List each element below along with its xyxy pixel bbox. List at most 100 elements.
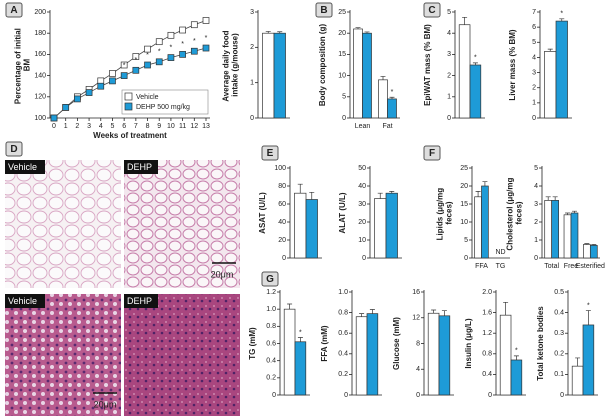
- y-tick-label: 0: [532, 115, 536, 122]
- y-tick-label: 2: [534, 219, 538, 226]
- significance: *: [123, 62, 126, 69]
- bar: [273, 32, 286, 119]
- y-tick-label: 2: [447, 72, 451, 79]
- bar: [481, 185, 489, 259]
- significance: *: [193, 38, 196, 45]
- error-bar: [297, 183, 303, 194]
- x-tick-label: 4: [99, 123, 103, 130]
- point: [155, 58, 163, 66]
- error-bar: [309, 191, 315, 200]
- y-tick-label: 0: [534, 255, 538, 262]
- error-bar: [559, 18, 565, 22]
- y-axis-label: Average daily food intake (g/mouse): [222, 28, 240, 102]
- y-tick-label: 20: [278, 237, 286, 244]
- x-tick-label: Fat: [382, 123, 392, 130]
- panel-letter: E: [267, 148, 274, 159]
- point: [50, 114, 58, 122]
- point: [62, 104, 70, 111]
- y-axis-label: Liver mass (% BM): [508, 29, 517, 100]
- point: [202, 17, 210, 24]
- x-tick-label: TG: [496, 263, 506, 270]
- y-tick-label: 3: [532, 69, 536, 76]
- y-tick-label: 1.2: [266, 289, 276, 296]
- bar: [262, 32, 275, 119]
- y-tick-label: 20: [460, 183, 468, 190]
- panel-letter-box: [423, 2, 441, 18]
- legend-box: [121, 89, 209, 115]
- panel-letter-box: [423, 145, 441, 161]
- y-tick-label: 1.2: [482, 330, 492, 337]
- y-axis-label: Glucose (mM): [392, 317, 401, 370]
- bar: [294, 341, 307, 396]
- label-box: [5, 294, 45, 308]
- bar: [571, 365, 584, 396]
- x-tick-label: 9: [157, 123, 161, 130]
- scale-label: 20μm: [211, 269, 234, 279]
- y-axis-label: Lipids (μg/mg feces): [436, 186, 454, 241]
- y-tick-label: 4: [532, 54, 536, 61]
- significance: *: [205, 35, 208, 42]
- y-tick-label: 30: [358, 201, 366, 208]
- bar: [355, 316, 368, 396]
- y-tick-label: 100: [34, 115, 46, 122]
- legend-label: DEHP 500 mg/kg: [136, 104, 190, 111]
- y-tick-label: 0.6: [266, 340, 276, 347]
- y-tick-label: 50: [358, 165, 366, 172]
- bar: [544, 51, 557, 119]
- y-tick-label: 200: [34, 9, 46, 16]
- bar: [294, 192, 307, 259]
- error-bar: [482, 181, 488, 186]
- y-tick-label: 1.6: [482, 309, 492, 316]
- bar: [582, 324, 595, 396]
- y-tick-label: 0.2: [554, 351, 564, 358]
- y-axis-label: Body composition (g): [318, 24, 327, 107]
- y-axis-label: Cholesterol (μg/mg feces): [506, 175, 524, 250]
- significance: *: [158, 49, 161, 56]
- significance: *: [134, 57, 137, 64]
- point: [167, 31, 175, 39]
- y-tick-label: 20: [338, 30, 346, 37]
- y-tick-label: 0: [488, 392, 492, 399]
- error-bar: [571, 210, 577, 213]
- error-bar: [472, 62, 478, 65]
- panel-letter-box: [261, 145, 279, 161]
- x-tick-label: 11: [179, 123, 186, 130]
- y-tick-label: 5: [532, 39, 536, 46]
- significance: *: [391, 89, 394, 96]
- error-bar: [584, 243, 590, 245]
- y-tick-label: 0: [282, 255, 286, 262]
- point: [132, 66, 140, 74]
- error-bar: [591, 244, 597, 246]
- error-bar: [503, 301, 509, 316]
- point: [155, 38, 163, 46]
- x-tick-label: 3: [87, 123, 91, 130]
- y-axis-label: FFA (mM): [320, 325, 329, 361]
- y-tick-label: 0.2: [338, 371, 348, 378]
- y-tick-label: 40: [358, 183, 366, 190]
- point: [167, 54, 175, 61]
- x-tick-label: Lean: [355, 123, 371, 130]
- y-tick-label: 0.8: [482, 351, 492, 358]
- y-tick-label: 7: [532, 9, 536, 16]
- y-tick-label: 3: [250, 9, 254, 16]
- panel-letter-box: [5, 2, 23, 18]
- error-bar: [377, 192, 383, 199]
- bar: [385, 192, 398, 259]
- error-bar: [585, 310, 591, 325]
- legend-label: Vehicle: [136, 94, 159, 101]
- significance: *: [587, 302, 590, 309]
- y-tick-label: 2: [250, 44, 254, 51]
- panel-letter: B: [320, 5, 327, 16]
- point: [109, 70, 116, 77]
- category-note: ND: [495, 249, 505, 256]
- x-axis-label: Weeks of treatment: [93, 131, 167, 140]
- y-axis-label: Percentage of initial BM: [14, 26, 32, 104]
- significance: *: [170, 44, 173, 51]
- y-tick-label: 80: [278, 183, 286, 190]
- y-tick-label: 4: [416, 366, 420, 373]
- x-tick-label: 13: [202, 123, 210, 130]
- bar: [474, 196, 482, 259]
- error-bar: [475, 191, 481, 197]
- panel-letter-box: [315, 2, 333, 18]
